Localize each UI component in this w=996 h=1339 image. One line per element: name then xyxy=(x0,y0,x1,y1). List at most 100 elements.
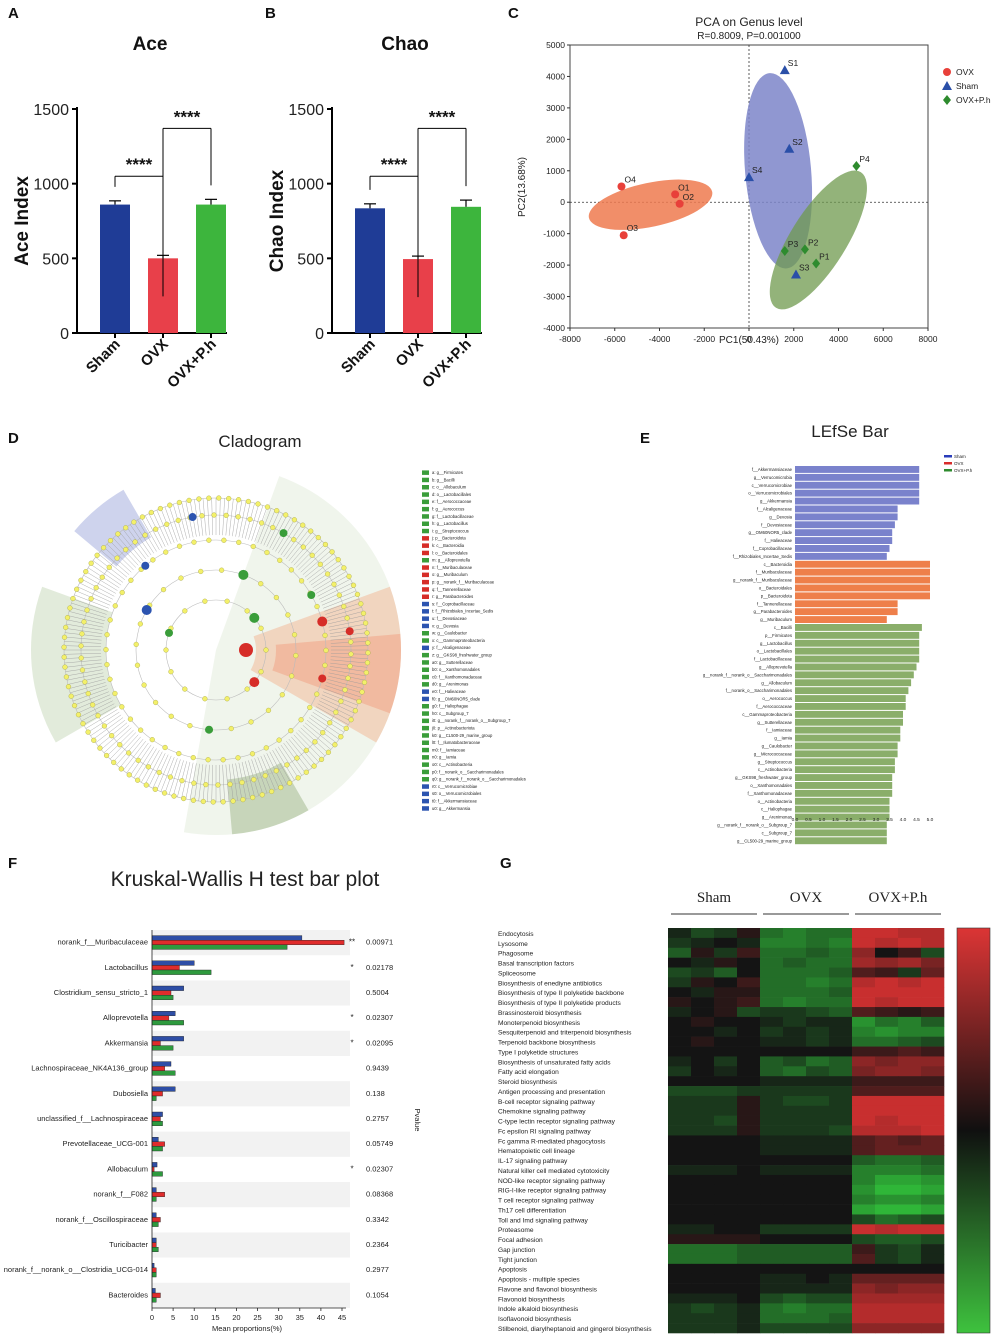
heatmap-cell xyxy=(783,1293,807,1304)
taxon-node xyxy=(363,669,369,676)
kw-bar xyxy=(151,995,174,1001)
heatmap-cell xyxy=(714,928,738,939)
branch xyxy=(263,754,280,789)
taxon-node xyxy=(81,619,87,625)
taxon-node xyxy=(94,552,100,558)
heatmap-cell xyxy=(875,1135,899,1146)
y-tick-label: 500 xyxy=(297,251,324,268)
heatmap-cell xyxy=(760,1184,784,1196)
heatmap-cell xyxy=(760,1263,784,1275)
heatmap-cell xyxy=(737,1234,761,1245)
row-band xyxy=(152,980,350,1006)
heatmap-cell xyxy=(714,947,738,958)
kw-star: * xyxy=(350,1038,353,1047)
taxon-node xyxy=(141,682,147,688)
taxon-node xyxy=(135,777,141,783)
taxon-node xyxy=(190,797,197,803)
y-tick-label: 1000 xyxy=(288,177,324,194)
taxon-node xyxy=(218,567,225,573)
legend-item: v: g__Devosia xyxy=(432,623,459,628)
taxon-node xyxy=(312,739,318,745)
heatmap-cell xyxy=(921,1303,945,1314)
heatmap-cell xyxy=(921,1293,945,1304)
y-axis-label: Pvalue xyxy=(413,1109,422,1132)
heatmap-cell xyxy=(668,1194,692,1205)
branch xyxy=(298,730,326,757)
branch xyxy=(177,502,187,539)
heatmap-cell xyxy=(921,1145,945,1156)
lefse-label: c__Bacteroidia xyxy=(764,562,793,567)
legend-swatch xyxy=(422,565,429,570)
kw-bar xyxy=(151,1246,159,1252)
kw-label: Turicibacter xyxy=(109,1240,148,1249)
branch xyxy=(64,653,102,655)
heatmap-cell xyxy=(668,1016,692,1028)
row-band xyxy=(152,1030,350,1056)
heatmap-row-label: Sesquiterpenoid and triterpenoid biosynt… xyxy=(498,1030,632,1037)
heatmap-cell xyxy=(737,1105,761,1116)
taxon-node xyxy=(161,790,168,796)
taxon-node xyxy=(348,717,354,723)
heatmap-cell xyxy=(898,1105,922,1116)
legend-swatch xyxy=(422,528,429,534)
heatmap-cell xyxy=(737,1016,761,1028)
branch xyxy=(119,738,144,768)
taxon-node xyxy=(84,607,90,613)
kw-bar xyxy=(151,1095,157,1101)
heatmap-cell xyxy=(760,1016,784,1028)
heatmap-cell xyxy=(691,1086,715,1097)
legend-swatch xyxy=(422,477,429,483)
heatmap-cell xyxy=(829,1263,853,1275)
branch xyxy=(317,578,351,597)
taxon-node xyxy=(288,567,294,573)
heatmap-cell xyxy=(737,1076,761,1087)
legend-item: u0: g__Akkermansia xyxy=(432,806,471,811)
lefse-label: p__Firmicutes xyxy=(765,633,792,638)
heatmap-cell xyxy=(898,1214,922,1225)
lefse-bar xyxy=(795,679,912,687)
heatmap-cell xyxy=(875,1056,899,1067)
taxon-node xyxy=(327,720,333,726)
legend-swatch xyxy=(422,499,429,505)
taxon-node xyxy=(178,575,184,581)
taxon-node xyxy=(263,745,269,751)
taxon-node xyxy=(345,675,351,681)
heatmap-cell xyxy=(806,1026,830,1037)
heatmap-cell xyxy=(898,1165,922,1176)
taxon-node xyxy=(104,632,110,638)
heatmap-cell xyxy=(875,987,899,998)
heatmap-cell xyxy=(714,1283,738,1294)
taxon-node xyxy=(269,788,275,795)
heatmap-cell xyxy=(714,1244,738,1255)
heatmap-cell xyxy=(875,947,899,958)
kw-pvalue: 0.02178 xyxy=(366,963,393,972)
heatmap-cell xyxy=(852,1283,876,1294)
heatmap-cell xyxy=(783,1234,807,1245)
heatmap-cell xyxy=(760,1105,784,1116)
heatmap-cell xyxy=(806,1224,830,1235)
heatmap-cell xyxy=(668,1165,692,1176)
legend-item: c: o__Allobaculum xyxy=(432,485,467,490)
heatmap-cell xyxy=(898,1086,922,1097)
lefse-bar xyxy=(795,671,914,679)
taxon-node xyxy=(317,561,323,567)
point-S3 xyxy=(790,269,801,279)
heatmap-cell xyxy=(760,1026,784,1037)
branch xyxy=(156,755,172,791)
heatmap-cell xyxy=(852,1184,876,1196)
taxon-node xyxy=(224,696,230,702)
heatmap-cell xyxy=(806,1313,830,1324)
heatmap-cell xyxy=(714,1125,738,1136)
kw-bar xyxy=(151,1070,176,1076)
lefse-label: f__Aerococcaceae xyxy=(756,704,792,709)
lefse-label: f__Alcaligenaceae xyxy=(757,507,793,512)
lefse-label: o__Xanthomonadales xyxy=(750,783,792,788)
kw-bar xyxy=(151,1045,174,1051)
lefse-bar xyxy=(795,481,920,489)
heatmap-cell xyxy=(898,1155,922,1166)
lefse-label: o__Lactobacillales xyxy=(757,649,792,654)
point-label: O1 xyxy=(678,182,690,192)
taxon-node xyxy=(314,691,320,697)
branch xyxy=(251,505,264,541)
